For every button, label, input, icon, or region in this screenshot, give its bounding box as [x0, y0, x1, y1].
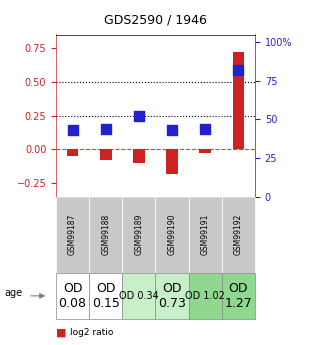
Text: GSM99192: GSM99192 [234, 214, 243, 255]
Text: log2 ratio: log2 ratio [70, 328, 113, 337]
Text: OD
0.73: OD 0.73 [158, 282, 186, 310]
Text: age: age [5, 288, 23, 298]
Text: OD
0.08: OD 0.08 [58, 282, 86, 310]
Text: GSM99190: GSM99190 [168, 214, 177, 255]
Bar [166, 149, 178, 174]
Text: GDS2590 / 1946: GDS2590 / 1946 [104, 14, 207, 27]
Bar [199, 149, 211, 154]
Point [169, 128, 174, 133]
Text: OD
0.15: OD 0.15 [92, 282, 120, 310]
Text: GSM99188: GSM99188 [101, 214, 110, 255]
Bar [133, 149, 145, 163]
Bar [233, 52, 244, 149]
Text: OD 1.02: OD 1.02 [185, 291, 225, 301]
Text: OD
1.27: OD 1.27 [225, 282, 252, 310]
Point [236, 67, 241, 73]
Point [203, 126, 208, 131]
Text: OD 0.34: OD 0.34 [119, 291, 159, 301]
Bar [100, 149, 112, 160]
Text: ■: ■ [56, 327, 67, 337]
Text: GSM99189: GSM99189 [134, 214, 143, 255]
Point [103, 126, 108, 131]
Point [70, 128, 75, 133]
Point [137, 114, 142, 119]
Bar [67, 149, 78, 156]
Text: GSM99191: GSM99191 [201, 214, 210, 255]
Text: GSM99187: GSM99187 [68, 214, 77, 255]
